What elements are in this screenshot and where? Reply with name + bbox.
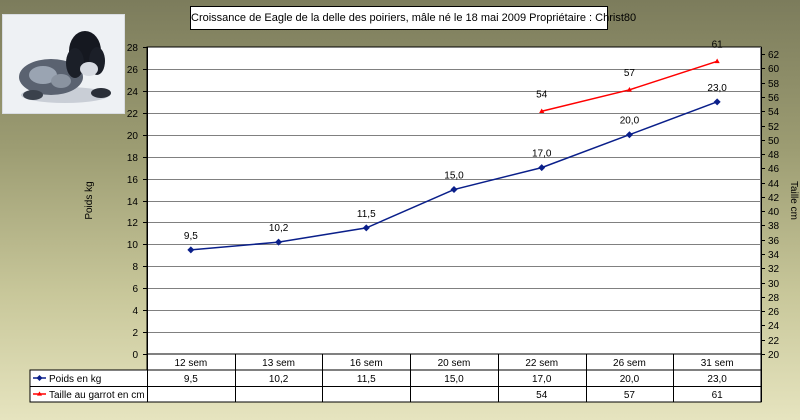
table-cell: 17,0	[532, 374, 552, 385]
chart-title: Croissance de Eagle de la delle des poir…	[190, 6, 636, 30]
table-cell: 15,0	[444, 374, 464, 385]
y-axis-title: Poids kg	[84, 181, 95, 219]
category-label: 16 sem	[350, 358, 383, 369]
height-point	[714, 58, 720, 64]
legend-marker	[36, 375, 43, 381]
y2-axis-title: Taille cm	[788, 181, 799, 220]
category-label: 12 sem	[174, 358, 207, 369]
y-tick-label: 14	[127, 197, 139, 208]
y2-tick-label: 54	[768, 107, 780, 118]
category-label: 31 sem	[701, 358, 734, 369]
y-tick-label: 26	[127, 65, 139, 76]
table-cell: 54	[536, 390, 548, 401]
weight-point	[362, 224, 370, 232]
y2-tick-label: 26	[768, 307, 780, 318]
weight-data-label: 9,5	[184, 231, 198, 242]
weight-point	[625, 131, 633, 139]
legend-entry: Taille au garrot en cm	[49, 390, 145, 401]
table-cell: 9,5	[184, 374, 198, 385]
y-tick-label: 8	[132, 262, 138, 273]
y2-tick-label: 40	[768, 207, 780, 218]
y2-tick-label: 34	[768, 250, 780, 261]
y-tick-label: 18	[127, 153, 139, 164]
y2-tick-label: 50	[768, 136, 780, 147]
y-tick-label: 12	[127, 218, 139, 229]
category-label: 20 sem	[438, 358, 471, 369]
legend-marker	[37, 391, 42, 396]
legend-entry: Poids en kg	[49, 374, 101, 385]
weight-data-label: 23,0	[707, 83, 727, 94]
height-point	[539, 108, 545, 114]
y2-tick-label: 58	[768, 79, 780, 90]
height-data-label: 61	[712, 39, 724, 50]
y2-tick-label: 32	[768, 264, 780, 275]
weight-point	[450, 186, 458, 194]
y-tick-label: 10	[127, 240, 139, 251]
height-data-label: 54	[536, 89, 548, 100]
height-point	[626, 87, 633, 92]
y2-tick-label: 48	[768, 150, 780, 161]
y2-tick-label: 46	[768, 164, 780, 175]
weight-data-label: 15,0	[444, 171, 464, 182]
dog-photo	[2, 14, 125, 114]
y2-tick-label: 36	[768, 236, 780, 247]
weight-data-label: 20,0	[620, 116, 640, 127]
category-label: 26 sem	[613, 358, 646, 369]
table-cell: 10,2	[269, 374, 289, 385]
y-tick-label: 22	[127, 109, 139, 120]
category-label: 13 sem	[262, 358, 295, 369]
y2-tick-label: 44	[768, 179, 780, 190]
weight-data-label: 11,5	[357, 209, 376, 220]
y-tick-label: 0	[132, 350, 138, 361]
y2-tick-label: 60	[768, 64, 780, 75]
weight-point	[275, 238, 283, 246]
y2-tick-label: 62	[768, 50, 780, 61]
y2-tick-label: 42	[768, 193, 780, 204]
plot-area	[146, 46, 762, 355]
height-data-label: 57	[624, 68, 636, 79]
table-cell: 20,0	[620, 374, 640, 385]
table-cell: 23,0	[707, 374, 727, 385]
table-cell: 61	[712, 390, 724, 401]
weight-point	[538, 164, 546, 172]
table-cell: 57	[624, 390, 636, 401]
y2-tick-label: 38	[768, 221, 780, 232]
y-tick-label: 28	[127, 43, 139, 54]
y-tick-label: 2	[132, 328, 138, 339]
table-cell: 11,5	[357, 374, 376, 385]
y-tick-label: 6	[132, 284, 138, 295]
y2-tick-label: 22	[768, 336, 780, 347]
y-tick-label: 20	[127, 131, 139, 142]
weight-data-label: 17,0	[532, 149, 552, 160]
y-tick-label: 4	[132, 306, 138, 317]
y2-tick-label: 52	[768, 122, 780, 133]
y-tick-label: 24	[127, 87, 139, 98]
y2-tick-label: 20	[768, 350, 780, 361]
y2-tick-label: 30	[768, 279, 780, 290]
weight-data-label: 10,2	[269, 223, 289, 234]
weight-point	[187, 246, 195, 254]
y2-tick-label: 24	[768, 321, 780, 332]
y-tick-label: 16	[127, 175, 139, 186]
y2-tick-label: 28	[768, 293, 780, 304]
category-label: 22 sem	[525, 358, 558, 369]
y2-tick-label: 56	[768, 93, 780, 104]
weight-point	[713, 98, 721, 106]
